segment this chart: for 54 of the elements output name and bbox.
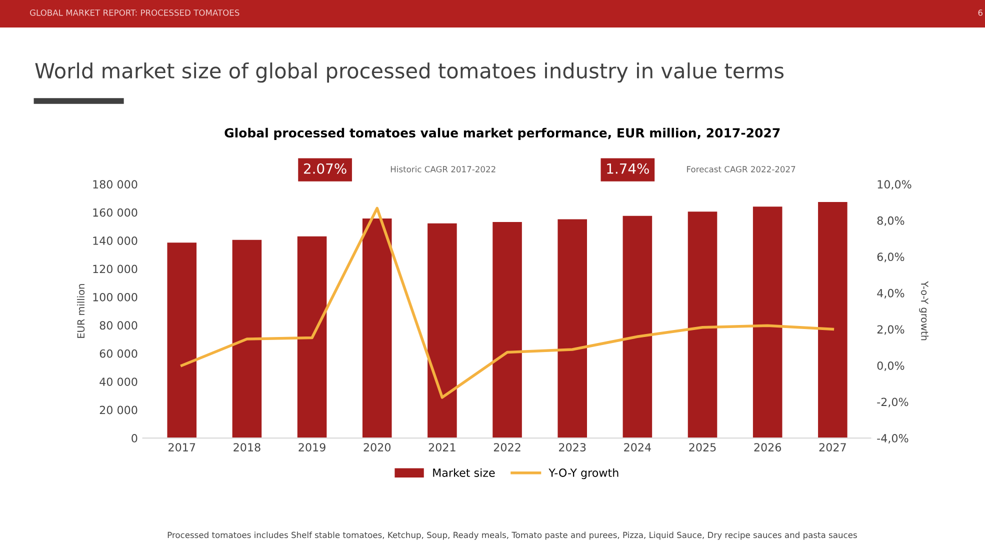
legend-label: Market size (433, 468, 495, 477)
x-tick-label: 2023 (559, 443, 586, 452)
x-tick-label: 2020 (364, 443, 391, 452)
y-tick-label: 100 000 (93, 292, 138, 302)
bar (492, 222, 522, 438)
y-tick-label: 160 000 (93, 208, 138, 217)
x-tick-label: 2025 (689, 443, 716, 452)
text: 1.74% (607, 163, 649, 174)
x-tick-label: 2018 (234, 443, 260, 452)
text: 2.07% (304, 163, 346, 174)
bar (752, 206, 782, 438)
y-tick-label: 120 000 (93, 264, 138, 274)
bar (297, 236, 327, 438)
chart-subtitle: Global processed tomatoes value market performance, EUR million, 2017-2027 (224, 128, 780, 140)
text: Historic CAGR 2017-2022 (390, 166, 496, 172)
bar (362, 218, 392, 438)
bar (688, 212, 718, 438)
y2-axis-title: Y-o-Y growth (919, 281, 929, 340)
bar (167, 242, 197, 438)
x-tick-label: 2026 (754, 443, 782, 452)
y-axis-title: EUR million (77, 284, 85, 338)
bar (232, 240, 262, 438)
x-tick-label: 2024 (624, 443, 651, 452)
y2-tick-label: 10,0% (878, 180, 912, 190)
y2-tick-label: -2,0% (877, 398, 908, 408)
y2-tick-label: 8,0% (877, 216, 904, 226)
x-tick-label: 2021 (428, 443, 456, 452)
bar (558, 219, 587, 438)
text: GLOBAL MARKET REPORT: PROCESSED TOMATOES (30, 10, 240, 16)
y-tick-label: 140 000 (93, 236, 138, 245)
text: 6 (978, 10, 983, 16)
y2-tick-label: 4,0% (877, 288, 904, 298)
y-tick-label: 80 000 (100, 321, 138, 330)
y-tick-label: 180 000 (93, 180, 138, 189)
text: Forecast CAGR 2022-2027 (687, 166, 796, 172)
x-tick-label: 2019 (298, 443, 326, 452)
x-tick-label: 2022 (494, 443, 520, 452)
bar (622, 216, 652, 438)
text: Processed tomatoes includes Shelf stable tomatoes, Ketchup, Soup, Ready meals, Tomato paste and purees, Pizza, Liquid Sauce, Dry recipe sauces and pasta sauces (168, 532, 857, 540)
bar (428, 223, 457, 438)
bar (818, 202, 848, 438)
y2-tick-label: 6,0% (877, 252, 904, 262)
y2-tick-label: 0,0% (877, 361, 904, 372)
y-tick-label: 20 000 (100, 406, 138, 414)
x-tick-label: 2027 (819, 443, 846, 452)
y2-tick-label: -4,0% (877, 434, 908, 444)
chart-title: World market size of global processed tomatoes industry in value terms (35, 62, 784, 83)
y-tick-label: 40 000 (100, 378, 138, 386)
legend-label: Y-O-Y growth (548, 468, 618, 480)
y-tick-label: 60 000 (100, 349, 138, 358)
line-series (180, 206, 834, 399)
x-tick-label: 2017 (168, 443, 196, 452)
y2-tick-label: 2,0% (877, 325, 904, 335)
y-tick-label: 0 (132, 434, 138, 442)
